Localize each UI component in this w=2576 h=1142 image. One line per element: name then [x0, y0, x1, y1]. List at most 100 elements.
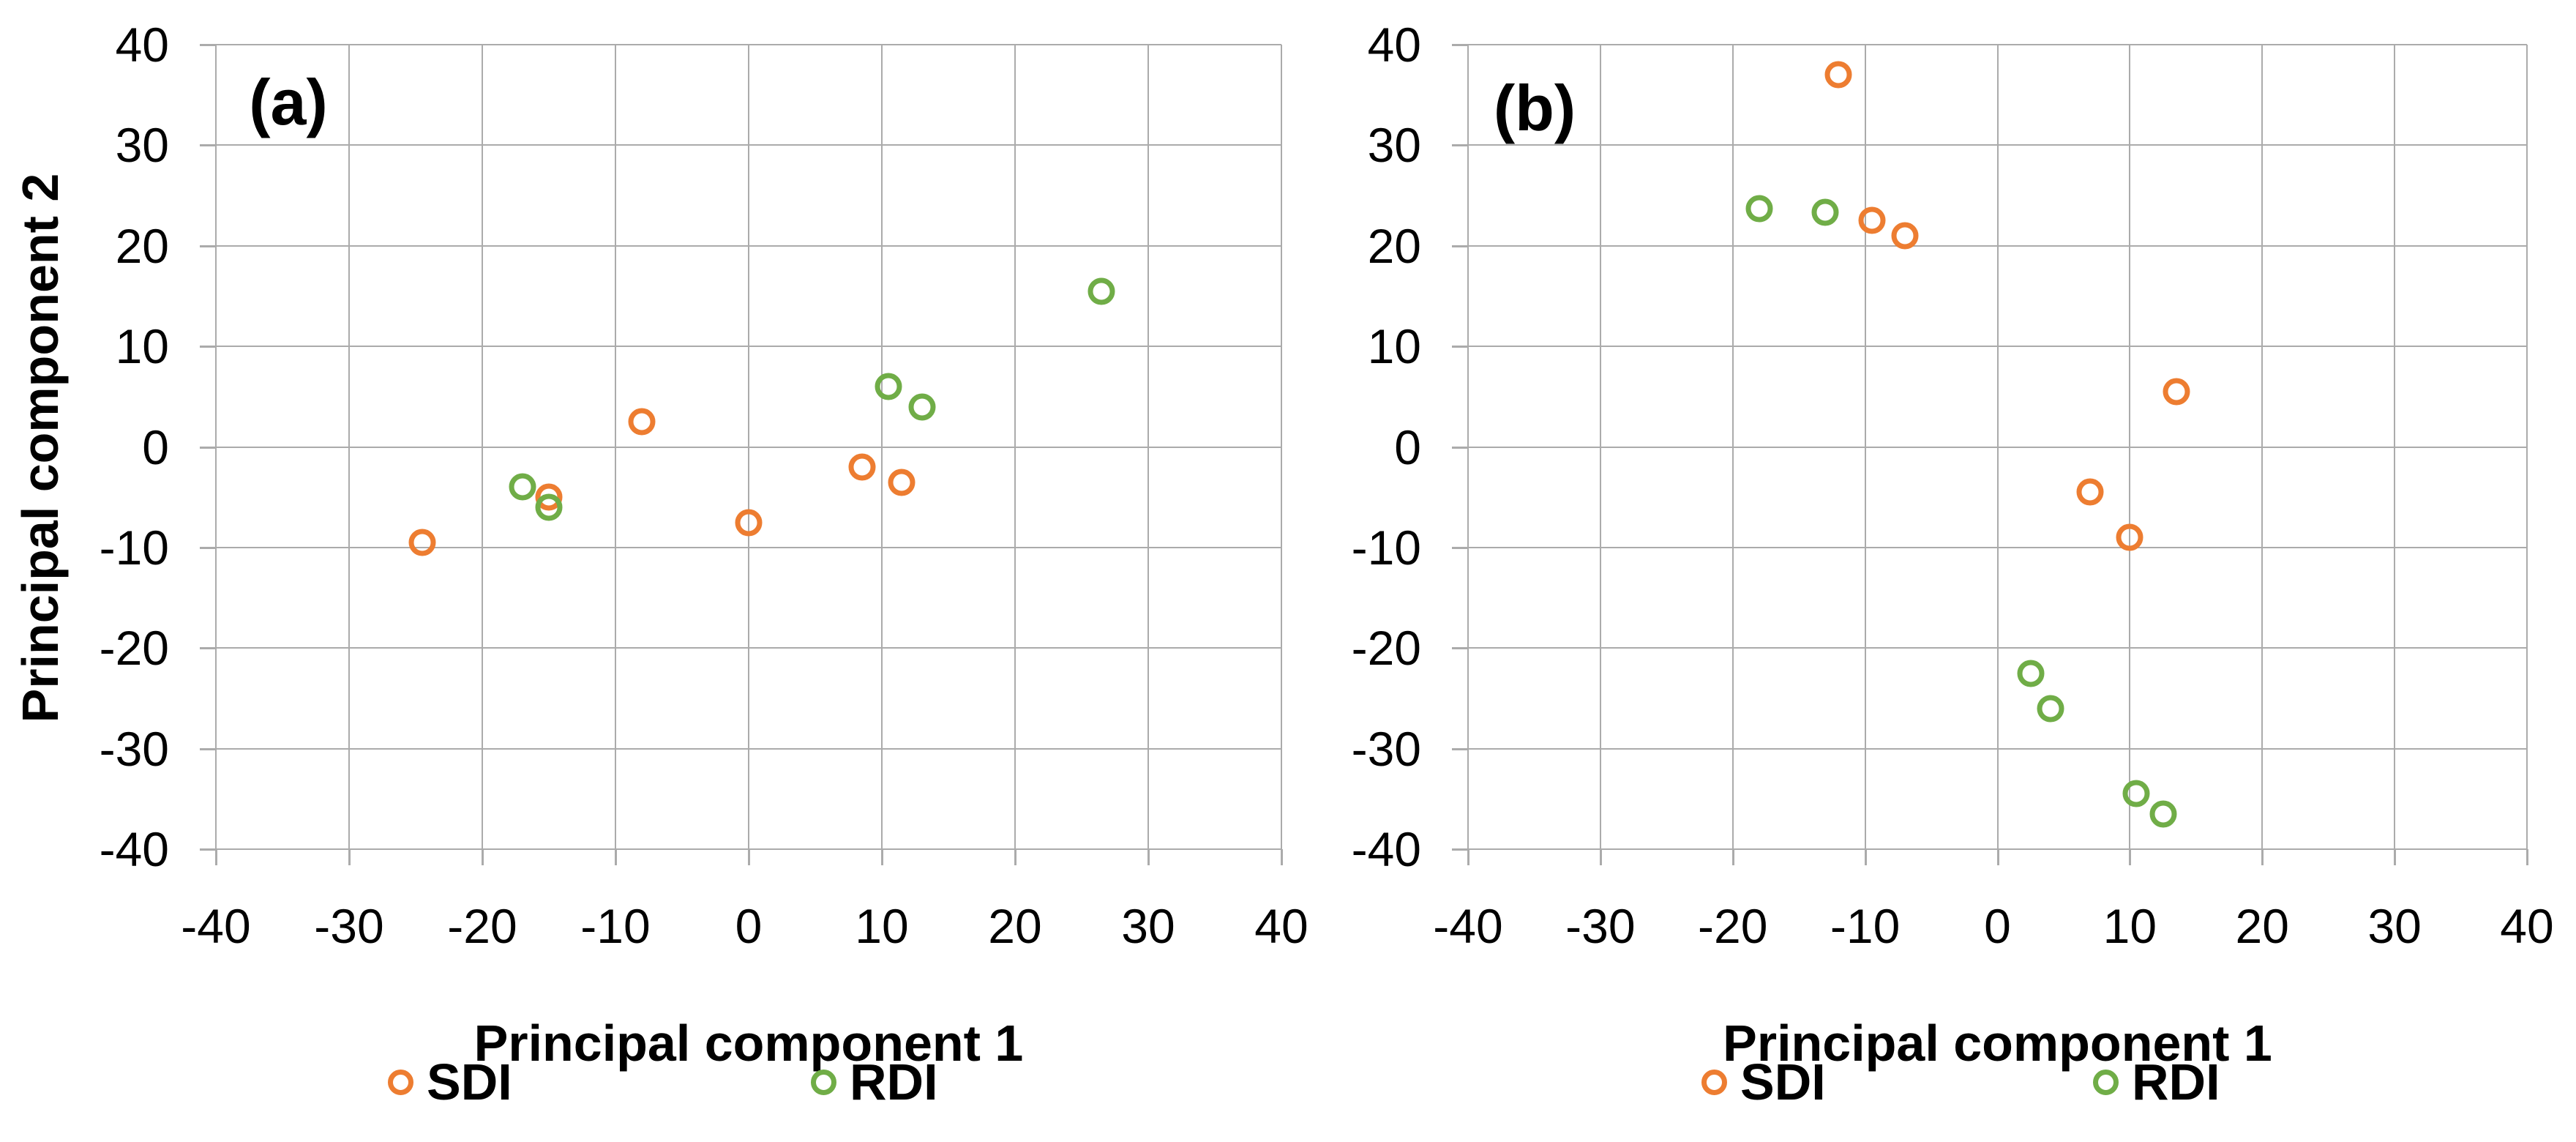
- data-point-sdi: [1891, 222, 1919, 250]
- y-tick-mark: [200, 346, 216, 348]
- gridline: [1468, 546, 2527, 548]
- x-tick-label: -10: [580, 899, 651, 953]
- data-point-sdi: [1824, 61, 1852, 89]
- y-tick-label: -40: [99, 822, 169, 876]
- gridline: [2526, 45, 2528, 849]
- data-point-rdi: [1745, 195, 1773, 223]
- x-tick-label: -30: [314, 899, 384, 953]
- y-tick-label: 0: [142, 419, 169, 474]
- gridline: [216, 144, 1281, 146]
- data-point-sdi: [2076, 478, 2104, 506]
- y-tick-mark: [200, 44, 216, 46]
- y-tick-label: 40: [1367, 18, 1421, 72]
- legend-item-sdi-b: SDI: [1701, 1056, 1826, 1108]
- gridline: [1468, 44, 2527, 45]
- y-tick-mark: [1452, 245, 1468, 247]
- legend-label-sdi-a: SDI: [427, 1053, 512, 1111]
- x-tick-mark: [2261, 849, 2264, 865]
- x-tick-mark: [1281, 849, 1283, 865]
- x-tick-label: -10: [1830, 899, 1901, 953]
- legend-item-rdi-b: RDI: [2093, 1056, 2220, 1108]
- y-tick-mark: [200, 144, 216, 147]
- y-tick-label: -30: [1351, 721, 1421, 776]
- y-tick-mark: [1452, 546, 1468, 549]
- gridline: [1468, 647, 2527, 649]
- gridline: [1468, 245, 2527, 247]
- y-tick-mark: [200, 245, 216, 247]
- x-tick-mark: [1864, 849, 1867, 865]
- gridline: [216, 44, 1281, 45]
- y-tick-label: 20: [1367, 218, 1421, 273]
- panel-label-b: (b): [1493, 72, 1576, 144]
- y-tick-label: 20: [115, 218, 169, 273]
- legend-item-rdi-a: RDI: [811, 1056, 938, 1108]
- gridline: [1468, 747, 2527, 750]
- sdi-legend-marker-icon: [388, 1069, 413, 1095]
- plot-area-b: -40 -30 -20 -10 0 10 20 30 40 40 30 20 10 0 -10 -20 -30 -…: [1352, 19, 2554, 952]
- gridline: [216, 346, 1281, 348]
- data-point-rdi: [535, 493, 563, 521]
- gridline: [216, 848, 1281, 850]
- data-point-rdi: [2017, 660, 2045, 687]
- data-point-rdi: [2037, 695, 2064, 723]
- y-tick-label: -40: [1351, 822, 1421, 876]
- x-tick-mark: [748, 849, 750, 865]
- gridline: [216, 446, 1281, 448]
- x-tick-mark: [1147, 849, 1150, 865]
- x-tick-label: 0: [1984, 899, 2011, 953]
- y-tick-mark: [1452, 44, 1468, 46]
- data-point-rdi: [908, 393, 936, 421]
- rdi-legend-marker-icon: [2093, 1069, 2119, 1095]
- gridline: [1468, 446, 2527, 448]
- rdi-legend-marker-icon: [811, 1069, 836, 1095]
- y-tick-label: -20: [99, 621, 169, 676]
- y-tick-mark: [1452, 446, 1468, 449]
- sdi-legend-marker-icon: [1701, 1069, 1727, 1095]
- x-tick-mark: [482, 849, 484, 865]
- gridline: [216, 747, 1281, 750]
- data-point-sdi: [848, 453, 876, 481]
- x-tick-label: -40: [181, 899, 251, 953]
- y-tick-label: -30: [99, 721, 169, 776]
- x-tick-mark: [2526, 849, 2528, 865]
- y-tick-label: -10: [99, 520, 169, 575]
- x-tick-mark: [1996, 849, 1999, 865]
- y-tick-mark: [200, 848, 216, 851]
- x-tick-mark: [615, 849, 617, 865]
- y-tick-mark: [1452, 346, 1468, 348]
- gridline: [1281, 45, 1282, 849]
- y-tick-label: 30: [115, 118, 169, 173]
- data-point-rdi: [2149, 800, 2177, 828]
- x-tick-label: 40: [1254, 899, 1308, 953]
- x-tick-label: -40: [1433, 899, 1503, 953]
- x-axis-title-a: Principal component 1: [473, 1015, 1024, 1072]
- y-tick-mark: [200, 747, 216, 750]
- x-tick-mark: [1599, 849, 1602, 865]
- data-point-sdi: [628, 408, 656, 436]
- data-point-rdi: [1811, 198, 1839, 226]
- y-tick-label: 40: [115, 18, 169, 72]
- data-point-rdi: [875, 373, 902, 400]
- y-tick-label: -20: [1351, 621, 1421, 676]
- y-tick-mark: [1452, 144, 1468, 147]
- x-tick-mark: [348, 849, 351, 865]
- x-tick-mark: [2394, 849, 2397, 865]
- x-tick-mark: [1467, 849, 1469, 865]
- x-tick-label: 30: [1121, 899, 1175, 953]
- x-tick-label: 0: [735, 899, 763, 953]
- x-tick-mark: [1731, 849, 1734, 865]
- data-point-sdi: [735, 509, 763, 537]
- data-point-sdi: [888, 469, 916, 496]
- legend-item-sdi-a: SDI: [388, 1056, 512, 1108]
- x-tick-label: 40: [2500, 899, 2554, 953]
- gridline: [216, 546, 1281, 548]
- plot-area-a: -40 -30 -20 -10 0 10 20 30 40 40 30 20 10 0 -10 -20 -30 -…: [100, 19, 1308, 952]
- x-axis-title-b: Principal component 1: [1723, 1015, 2272, 1072]
- gridline: [1468, 346, 2527, 348]
- data-point-rdi: [509, 473, 536, 501]
- data-point-sdi: [2163, 378, 2190, 406]
- x-tick-label: -20: [447, 899, 517, 953]
- x-tick-mark: [2129, 849, 2132, 865]
- x-tick-label: 20: [988, 899, 1042, 953]
- y-tick-mark: [200, 647, 216, 650]
